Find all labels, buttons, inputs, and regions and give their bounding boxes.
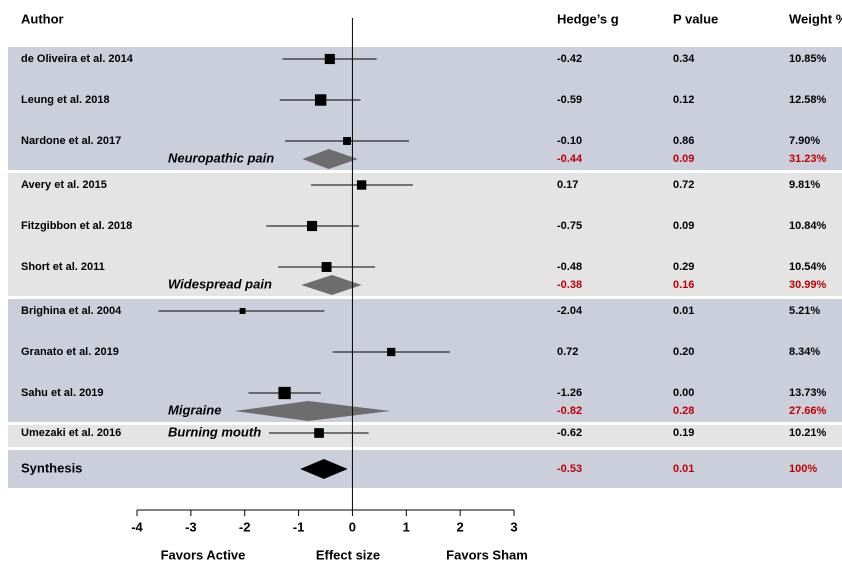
author: Short et al. 2011 (21, 261, 105, 273)
summary-diamond (300, 459, 348, 479)
author: Fitzgibbon et al. 2018 (21, 220, 132, 232)
effect-square (239, 308, 246, 314)
effect-square (314, 94, 327, 106)
x-tick-label: -1 (293, 519, 305, 534)
p-value: 0.34 (673, 53, 695, 65)
x-tick-label: -2 (239, 519, 251, 534)
weight-label: 8.34% (789, 346, 820, 358)
effect-label: -0.42 (557, 53, 582, 65)
group-band (8, 425, 842, 447)
header: P value (673, 11, 718, 26)
p-value: 0.20 (673, 346, 694, 358)
group-band (8, 47, 842, 170)
synthesis-label: Synthesis (21, 460, 82, 475)
weight-label: 7.90% (789, 135, 820, 147)
group-band (8, 173, 842, 296)
effect-label: -0.62 (557, 427, 582, 439)
weight-label: 10.21% (789, 427, 827, 439)
effect-label: -2.04 (557, 305, 583, 317)
author: Avery et al. 2015 (21, 179, 107, 191)
synthesis-effect: -0.53 (557, 463, 582, 475)
group-label: Neuropathic pain (168, 150, 274, 165)
weight-label: 5.21% (789, 305, 820, 317)
left-label: Favors Active (161, 547, 246, 562)
x-tick-label: 3 (510, 519, 517, 534)
p-value: 0.29 (673, 261, 694, 273)
summary-weight: 30.99% (789, 279, 827, 291)
weight-label: 10.84% (789, 220, 827, 232)
p-value: 0.01 (673, 305, 694, 317)
author: Nardone et al. 2017 (21, 135, 121, 147)
bands (8, 47, 842, 488)
p-value: 0.86 (673, 135, 694, 147)
group-label: Migraine (168, 402, 221, 417)
weight-label: 13.73% (789, 387, 827, 399)
summary-diamond (234, 401, 391, 421)
summary-weight: 27.66% (789, 405, 827, 417)
effect-square (356, 180, 367, 190)
x-tick-label: -3 (185, 519, 197, 534)
weight-label: 12.58% (789, 94, 827, 106)
effect-square (314, 428, 324, 438)
summary-weight: 31.23% (789, 153, 827, 165)
effect-label: 0.17 (557, 179, 578, 191)
x-axis-title: Effect size (316, 547, 380, 562)
header: Weight % (789, 11, 842, 26)
author: Granato et al. 2019 (21, 346, 119, 358)
effect-square (387, 347, 396, 357)
effect-square (321, 262, 332, 272)
summary-effect: -0.38 (557, 279, 582, 291)
group-label: Burning mouth (168, 424, 261, 439)
header: Hedge’s g (557, 11, 619, 26)
effect-label: -1.26 (557, 387, 582, 399)
effect-square (343, 137, 352, 145)
effect-square (324, 53, 335, 65)
summary-p: 0.09 (673, 153, 694, 165)
author: Brighina et al. 2004 (21, 305, 122, 317)
summary-effect: -0.82 (557, 405, 582, 417)
x-tick-label: 1 (403, 519, 410, 534)
p-value: 0.12 (673, 94, 694, 106)
summary-effect: -0.44 (557, 153, 583, 165)
synthesis-weight: 100% (789, 463, 817, 475)
author: Umezaki et al. 2016 (21, 427, 121, 439)
effect-square (306, 220, 318, 232)
author: Sahu et al. 2019 (21, 387, 104, 399)
x-tick-label: -4 (131, 519, 143, 534)
group-band (8, 299, 842, 422)
author: Leung et al. 2018 (21, 94, 110, 106)
weight-label: 10.85% (789, 53, 827, 65)
x-tick-label: 0 (349, 519, 356, 534)
summary-p: 0.16 (673, 279, 694, 291)
author: de Oliveira et al. 2014 (21, 53, 134, 65)
x-tick-label: 2 (457, 519, 464, 534)
weight-label: 9.81% (789, 179, 820, 191)
group-label: Widespread pain (168, 276, 272, 291)
summary-diamond (301, 275, 362, 295)
effect-label: -0.75 (557, 220, 582, 232)
effect-square (278, 386, 291, 400)
synthesis-band (8, 450, 842, 488)
effect-label: -0.10 (557, 135, 582, 147)
p-value: 0.09 (673, 220, 694, 232)
p-value: 0.19 (673, 427, 694, 439)
summary-p: 0.28 (673, 405, 694, 417)
summary-diamond (302, 149, 358, 169)
effect-label: -0.48 (557, 261, 582, 273)
header: Author (21, 11, 64, 26)
right-label: Favors Sham (446, 547, 528, 562)
synthesis-p: 0.01 (673, 463, 694, 475)
effect-label: -0.59 (557, 94, 582, 106)
p-value: 0.72 (673, 179, 694, 191)
weight-label: 10.54% (789, 261, 827, 273)
p-value: 0.00 (673, 387, 694, 399)
effect-label: 0.72 (557, 346, 578, 358)
